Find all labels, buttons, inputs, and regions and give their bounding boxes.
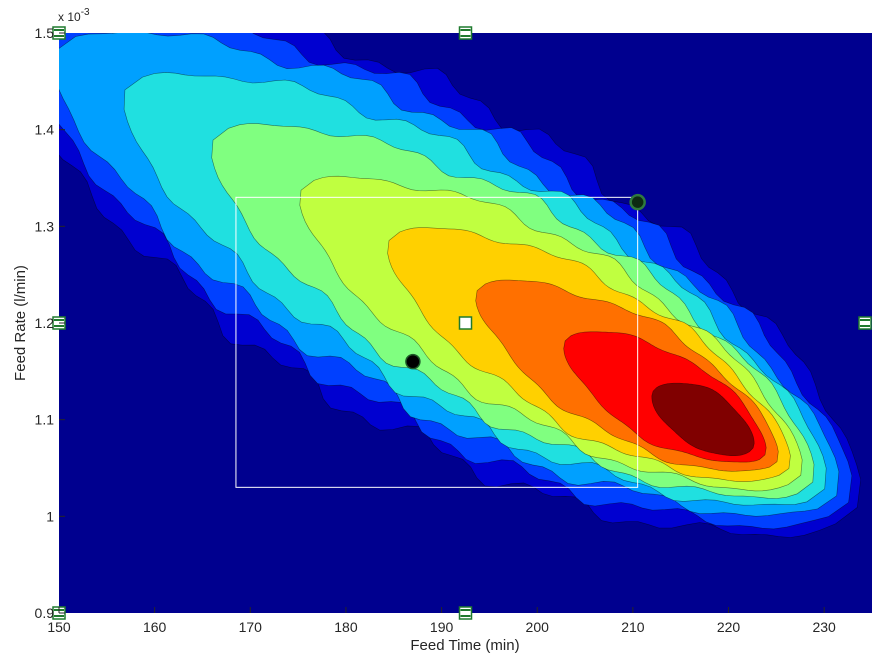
x-tick-label: 190 — [430, 619, 454, 635]
contour-bands — [59, 33, 862, 538]
y-tick-label: 1.3 — [35, 218, 55, 234]
data-point[interactable] — [629, 193, 646, 211]
x-tick-label: 170 — [239, 619, 263, 635]
x-tick-label: 210 — [621, 619, 645, 635]
resize-handle[interactable] — [458, 26, 473, 40]
x-axis-ticks: 150 160 170 180 190 200 210 220 230 — [47, 607, 836, 635]
resize-handle[interactable] — [858, 316, 872, 330]
x-tick-label: 160 — [143, 619, 167, 635]
resize-handle[interactable] — [458, 316, 473, 330]
y-exponent-label: x 10-3 — [58, 7, 90, 24]
y-exponent-power: -3 — [81, 7, 90, 18]
x-tick-label: 200 — [526, 619, 550, 635]
contour-level-10 — [651, 382, 755, 456]
data-points — [405, 193, 646, 370]
y-tick-label: 1.5 — [35, 25, 55, 41]
data-point[interactable] — [405, 353, 421, 370]
y-axis-title: Feed Rate (l/min) — [12, 265, 29, 381]
x-tick-label: 230 — [812, 619, 836, 635]
y-axis-ticks: 0.9 1 1.1 1.2 1.3 1.4 1.5 — [35, 25, 65, 621]
y-tick-label: 1.1 — [35, 412, 55, 428]
y-tick-label: 0.9 — [35, 605, 55, 621]
selection-box[interactable] — [235, 196, 639, 488]
y-tick-label: 1 — [46, 508, 54, 524]
x-tick-label: 150 — [47, 619, 71, 635]
x-tick-label: 180 — [334, 619, 358, 635]
x-tick-label: 220 — [717, 619, 741, 635]
resize-handle[interactable] — [458, 606, 473, 620]
x-axis-title: Feed Time (min) — [410, 637, 519, 654]
y-tick-label: 1.2 — [35, 315, 55, 331]
y-tick-label: 1.4 — [35, 122, 55, 138]
